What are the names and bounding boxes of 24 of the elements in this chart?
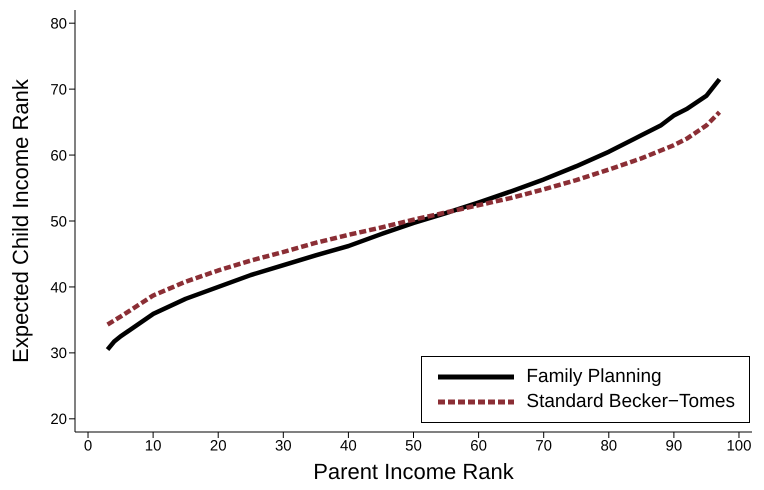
x-tick-label: 30 bbox=[274, 438, 292, 455]
line-series bbox=[105, 76, 722, 352]
y-tick-label: 50 bbox=[50, 213, 67, 230]
y-tick-label: 40 bbox=[50, 279, 67, 296]
legend-label: Standard Becker−Tomes bbox=[526, 391, 735, 413]
line-series bbox=[105, 110, 722, 327]
y-tick-label: 30 bbox=[50, 345, 67, 362]
x-tick-label: 50 bbox=[405, 438, 422, 455]
x-tick-label: 40 bbox=[340, 438, 357, 455]
y-axis-title: Expected Child Income Rank bbox=[8, 78, 33, 363]
y-tick-label: 70 bbox=[50, 81, 67, 98]
legend-label: Family Planning bbox=[526, 366, 662, 388]
x-tick-label: 80 bbox=[600, 438, 618, 455]
x-tick-label: 70 bbox=[535, 438, 552, 455]
x-tick-label: 90 bbox=[666, 438, 682, 455]
y-tick-label: 80 bbox=[50, 16, 67, 33]
x-tick-label: 10 bbox=[144, 438, 162, 455]
x-tick-label: 100 bbox=[726, 438, 752, 455]
x-tick-label: 20 bbox=[210, 438, 227, 455]
x-tick-label: 60 bbox=[470, 438, 487, 455]
y-tick-label: 60 bbox=[50, 147, 67, 164]
x-axis-title: Parent Income Rank bbox=[313, 459, 515, 484]
x-tick-label: 0 bbox=[84, 438, 92, 455]
y-tick-label: 20 bbox=[50, 411, 67, 428]
